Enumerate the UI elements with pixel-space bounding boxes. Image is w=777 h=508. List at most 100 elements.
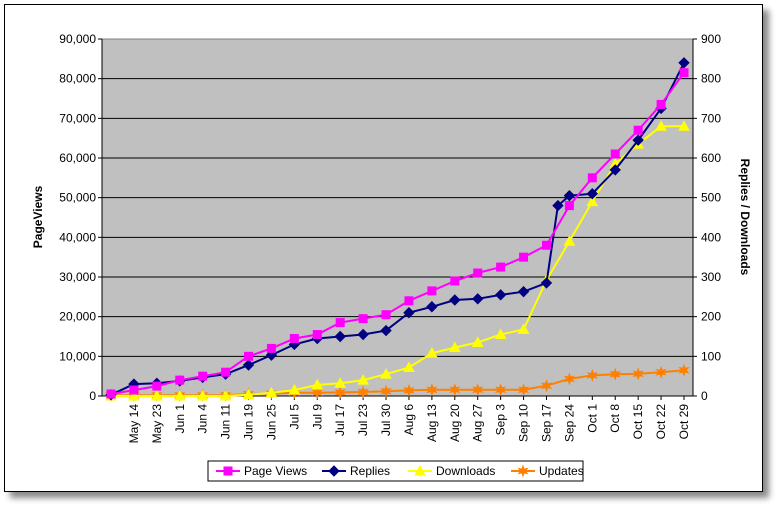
page-views-point <box>427 286 437 296</box>
x-tick-label: Oct 1 <box>585 404 599 433</box>
legend-box <box>207 460 584 482</box>
x-tick-label: Jul 9 <box>310 404 324 430</box>
y2-tick-label: 800 <box>701 72 721 86</box>
downloads-point <box>242 388 255 400</box>
page-views-point <box>496 262 506 272</box>
x-tick-label: Aug 20 <box>448 404 462 442</box>
x-tick-label: Oct 22 <box>654 404 668 440</box>
x-tick-label: May 14 <box>127 404 141 444</box>
page-views-point <box>679 68 689 78</box>
downloads-point <box>517 323 530 334</box>
x-tick-label: Jul 23 <box>356 404 370 436</box>
legend-label-replies: Replies <box>350 464 390 478</box>
page-views-point <box>358 314 368 324</box>
page-views-point <box>266 343 276 353</box>
page-views-point <box>404 296 414 306</box>
page-views-point <box>152 381 162 391</box>
replies-point <box>678 57 690 69</box>
updates-point <box>517 383 530 397</box>
x-tick-label: May 23 <box>150 404 164 444</box>
y2-tick-label: 900 <box>701 32 721 46</box>
x-tick-label: Sep 3 <box>494 404 508 436</box>
downloads-point <box>128 389 140 401</box>
downloads-point <box>494 328 507 340</box>
page-views-point <box>450 276 460 286</box>
x-tick-label: Oct 8 <box>608 404 622 433</box>
replies-point <box>494 289 507 301</box>
x-tick-label: Aug 27 <box>471 404 485 442</box>
page-views-point <box>656 99 666 109</box>
downloads-point <box>563 235 576 246</box>
downloads-point <box>150 389 163 401</box>
page-views-point <box>289 333 299 343</box>
line-chart: 0 10,000 20,000 30,000 40,000 50,000 60,000 70,… <box>31 32 752 482</box>
downloads-point <box>586 195 599 207</box>
page-views-point <box>381 310 391 320</box>
replies-point <box>609 164 621 176</box>
y2-axis-label: Replies / Downloads <box>738 159 752 276</box>
downloads-point <box>219 389 232 401</box>
page-views-point <box>312 330 322 340</box>
y-tick-label: 90,000 <box>59 32 96 46</box>
replies-point <box>632 134 644 146</box>
page-views-point <box>473 268 483 278</box>
y-tick-label: 20,000 <box>59 310 96 324</box>
updates-point <box>380 384 392 398</box>
downloads-point <box>196 389 209 401</box>
replies-point <box>472 293 484 305</box>
legend-marker <box>414 464 426 476</box>
x-tick-label: Jun 1 <box>173 404 187 434</box>
plot-area <box>101 38 694 397</box>
downloads-point <box>311 378 324 390</box>
downloads-point <box>448 341 461 353</box>
updates-point <box>426 383 438 397</box>
updates-point <box>449 383 461 397</box>
y-tick-label: 50,000 <box>59 191 96 205</box>
x-tick-label: Sep 17 <box>539 404 553 442</box>
legend-label-downloads: Downloads <box>436 464 495 478</box>
replies-point <box>586 187 599 200</box>
y-tick-label: 60,000 <box>59 151 96 165</box>
page-views-point <box>335 318 345 328</box>
downloads-point <box>334 377 347 388</box>
replies-point <box>242 359 255 371</box>
updates-point <box>495 383 507 397</box>
page-views-point <box>198 371 208 381</box>
legend-label-updates: Updates <box>539 464 584 478</box>
updates-point <box>586 368 599 382</box>
replies-point <box>357 328 369 341</box>
replies-point <box>563 189 576 202</box>
y2-tick-label: 600 <box>701 151 721 165</box>
downloads-point <box>265 386 278 398</box>
replies-point <box>540 277 553 289</box>
page-views-point <box>221 367 231 377</box>
replies-point <box>517 285 530 298</box>
x-tick-label: Oct 15 <box>631 404 645 440</box>
replies-point <box>552 199 564 212</box>
downloads-point <box>426 347 438 358</box>
page-views-point <box>244 351 254 361</box>
x-tick-label: Jul 17 <box>333 404 347 436</box>
updates-point <box>609 367 621 381</box>
downloads-point <box>403 361 415 372</box>
updates-point <box>563 372 575 386</box>
y2-tick-label: 200 <box>701 310 721 324</box>
page-views-point <box>587 173 597 183</box>
page-views-point <box>541 240 551 250</box>
updates-point <box>357 385 369 399</box>
y2-tick-label: 400 <box>701 230 721 244</box>
replies-point <box>334 330 346 343</box>
legend-marker <box>517 464 529 478</box>
legend-marker <box>328 465 340 477</box>
y-tick-label: 0 <box>89 389 96 403</box>
y-tick-label: 40,000 <box>59 230 96 244</box>
x-tick-label: Jun 11 <box>219 404 233 439</box>
page-views-point <box>610 149 620 159</box>
updates-point <box>655 365 667 379</box>
legend-marker <box>223 466 233 476</box>
y2-tick-label: 700 <box>701 111 721 125</box>
replies-point <box>449 294 461 306</box>
x-tick-label: Jul 5 <box>287 404 301 430</box>
replies-point <box>426 301 438 313</box>
updates-point <box>540 379 553 393</box>
